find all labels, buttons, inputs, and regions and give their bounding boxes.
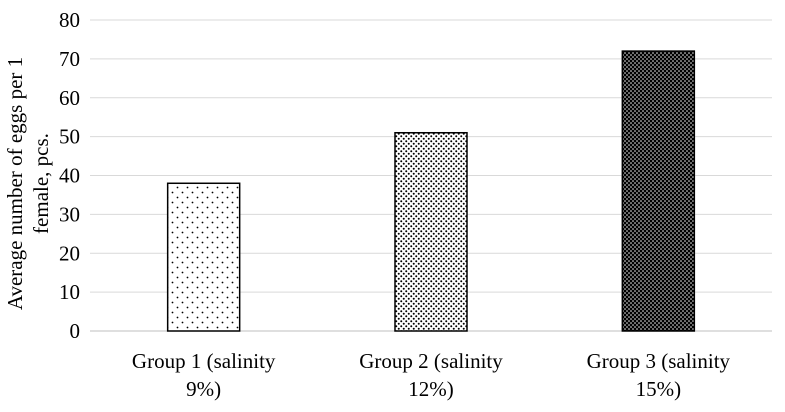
y-tick-label: 80	[59, 8, 80, 32]
y-tick-label: 30	[59, 202, 80, 226]
x-category-label: Group 2 (salinity	[359, 349, 503, 373]
y-tick-label: 10	[59, 280, 80, 304]
bars	[166, 50, 696, 332]
x-category-label: Group 1 (salinity	[132, 349, 276, 373]
y-axis-ticks: 0 10 20 30 40 50 60 70 80	[59, 8, 80, 343]
y-axis-title: Average number of eggs per 1 female, pcs.	[3, 57, 53, 310]
bar-group-1	[166, 182, 241, 332]
y-tick-label: 0	[70, 319, 81, 343]
y-axis-title-line: Average number of eggs per 1	[3, 57, 27, 310]
x-category-label: Group 3 (salinity	[587, 349, 731, 373]
y-tick-label: 40	[59, 164, 80, 188]
y-tick-label: 50	[59, 125, 80, 149]
y-tick-label: 20	[59, 241, 80, 265]
y-tick-label: 60	[59, 86, 80, 110]
x-axis-labels: Group 1 (salinity 9%) Group 2 (salinity 12%…	[132, 349, 731, 401]
y-tick-label: 70	[59, 47, 80, 71]
x-category-label: 9%)	[186, 377, 221, 401]
bar-group-2	[394, 131, 468, 332]
x-category-label: 12%)	[408, 377, 454, 401]
y-axis-title-line: female, pcs.	[29, 133, 53, 234]
x-category-label: 15%)	[636, 377, 682, 401]
bar-group-3	[621, 50, 696, 332]
